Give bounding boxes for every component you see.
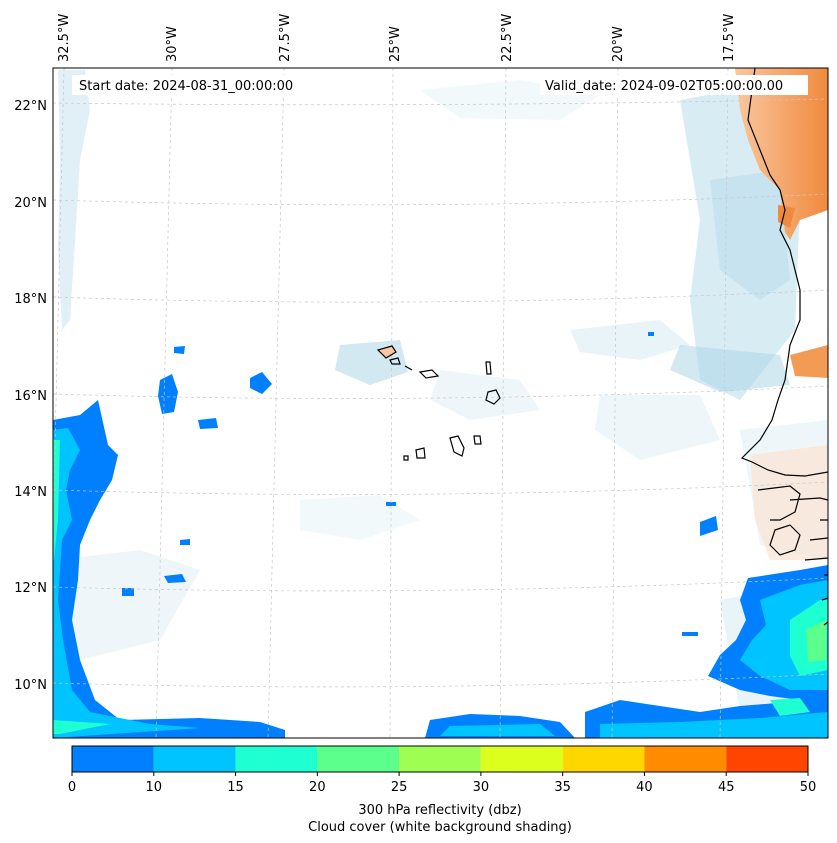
valid-date-label: Valid_date: 2024-09-02T05:00:00.00 — [545, 79, 783, 94]
lon-label-25w: 25°W — [388, 26, 403, 62]
colorbar-tick-label: 20 — [309, 780, 326, 795]
colorbar-tick-label: 10 — [146, 780, 163, 795]
colorbar-segment — [562, 746, 645, 772]
lat-label-10n: 10°N — [14, 678, 47, 693]
map-area — [53, 68, 828, 738]
colorbar-tick-label: 30 — [473, 780, 490, 795]
lon-label-22-5w: 22.5°W — [500, 14, 515, 62]
colorbar-sublabel: Cloud cover (white background shading) — [308, 820, 572, 835]
map-border — [52, 67, 829, 739]
colorbar-segment — [726, 746, 808, 772]
lat-label-14n: 14°N — [14, 485, 47, 500]
colorbar-segment — [644, 746, 727, 772]
colorbar-segment — [317, 746, 400, 772]
lon-label-20w: 20°W — [611, 26, 626, 62]
gridlines — [53, 68, 828, 738]
latitude-labels: 22°N 20°N 18°N 16°N 14°N 12°N 10°N — [14, 99, 47, 693]
reflectivity-layer — [53, 332, 828, 738]
colorbar-segment — [235, 746, 318, 772]
lon-label-27-5w: 27.5°W — [278, 14, 293, 62]
valid-date-box — [540, 75, 808, 95]
colorbar-tick-label: 0 — [68, 780, 76, 795]
colorbar-tick-label: 50 — [800, 780, 817, 795]
lat-label-20n: 20°N — [14, 196, 47, 211]
cape-verde-islands — [376, 345, 501, 461]
colorbar-segment — [480, 746, 563, 772]
colorbar-tick-label: 45 — [718, 780, 735, 795]
colorbar-tick-label: 35 — [554, 780, 571, 795]
map-layers — [53, 68, 828, 738]
land-shading-layer — [735, 68, 828, 560]
lat-label-16n: 16°N — [14, 389, 47, 404]
lon-label-17-5w: 17.5°W — [722, 14, 737, 62]
coastline — [740, 68, 828, 626]
lat-label-12n: 12°N — [14, 581, 47, 596]
colorbar-segment — [153, 746, 236, 772]
start-date-box — [72, 75, 310, 95]
colorbar-segment — [72, 746, 154, 772]
colorbar-segment — [399, 746, 481, 772]
lat-label-18n: 18°N — [14, 292, 47, 307]
colorbar-tick-label: 40 — [636, 780, 653, 795]
colorbar-tick-label: 25 — [391, 780, 408, 795]
start-date-label: Start date: 2024-08-31_00:00:00 — [79, 79, 293, 94]
colorbar-label: 300 hPa reflectivity (dbz) — [358, 803, 521, 818]
lon-label-32-5w: 32.5°W — [57, 14, 72, 62]
colorbar: 0 10 15 20 25 30 35 40 45 50 — [68, 745, 817, 795]
lat-label-22n: 22°N — [14, 99, 47, 114]
longitude-labels: 32.5°W 30°W 27.5°W 25°W 22.5°W 20°W 17.5… — [57, 14, 737, 62]
colorbar-tick-label: 15 — [227, 780, 244, 795]
colorbar-border — [71, 745, 809, 773]
lon-label-30w: 30°W — [165, 26, 180, 62]
